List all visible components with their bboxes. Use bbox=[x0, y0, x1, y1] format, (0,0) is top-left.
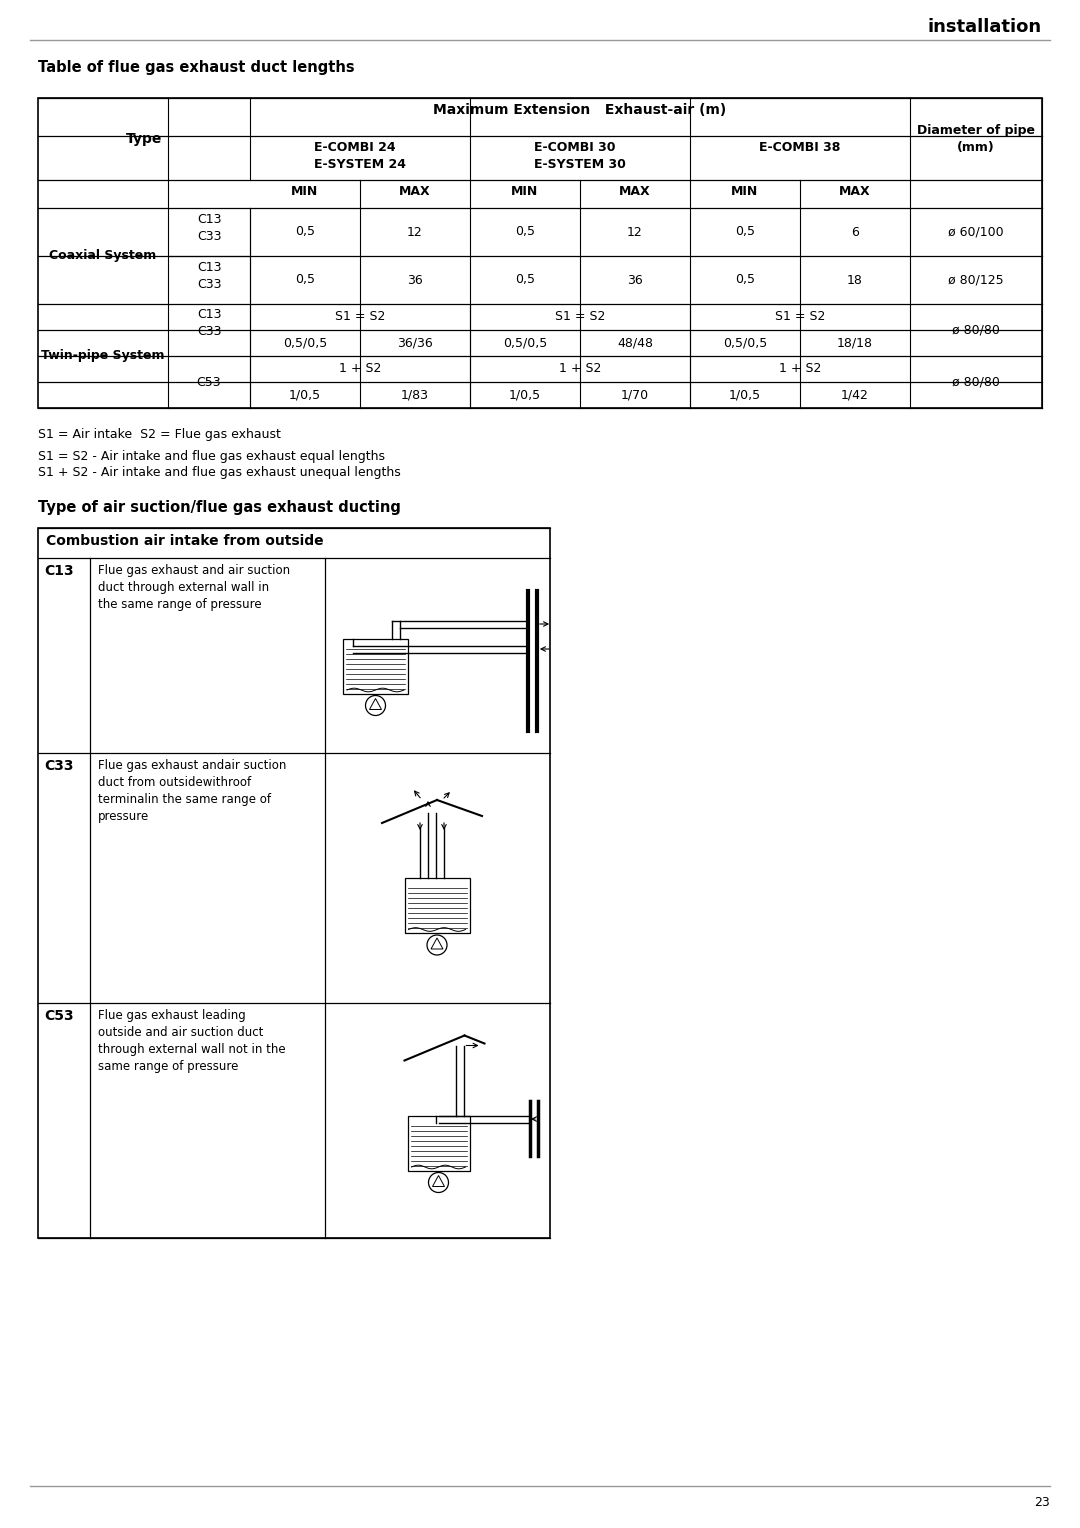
Text: C13
C33: C13 C33 bbox=[197, 309, 221, 338]
Text: 1/83: 1/83 bbox=[401, 388, 429, 402]
Bar bbox=[405, 879, 470, 934]
Text: Flue gas exhaust andair suction
duct from outsidewithroof
terminalin the same ra: Flue gas exhaust andair suction duct fro… bbox=[98, 759, 286, 824]
Text: ø 80/80: ø 80/80 bbox=[953, 324, 1000, 336]
Text: S1 = S2: S1 = S2 bbox=[774, 310, 825, 324]
Text: C53: C53 bbox=[44, 1008, 73, 1024]
Text: 0,5: 0,5 bbox=[295, 274, 315, 287]
Bar bbox=[343, 639, 408, 694]
Text: 1/0,5: 1/0,5 bbox=[509, 388, 541, 402]
Text: Coaxial System: Coaxial System bbox=[50, 249, 157, 263]
Text: 1 + S2: 1 + S2 bbox=[339, 362, 381, 376]
Text: Diameter of pipe
(mm): Diameter of pipe (mm) bbox=[917, 124, 1035, 154]
Text: Twin-pipe System: Twin-pipe System bbox=[41, 350, 165, 362]
Text: Type of air suction/flue gas exhaust ducting: Type of air suction/flue gas exhaust duc… bbox=[38, 500, 401, 515]
Text: installation: installation bbox=[928, 18, 1042, 37]
Bar bbox=[38, 529, 550, 1238]
Text: MAX: MAX bbox=[839, 185, 870, 199]
Bar bbox=[38, 98, 1042, 408]
Text: 1/42: 1/42 bbox=[841, 388, 869, 402]
Text: 1 + S2: 1 + S2 bbox=[779, 362, 821, 376]
Text: 1/70: 1/70 bbox=[621, 388, 649, 402]
Text: MAX: MAX bbox=[400, 185, 431, 199]
Bar bbox=[407, 1115, 470, 1170]
Text: ø 60/100: ø 60/100 bbox=[948, 226, 1003, 238]
Text: 36/36: 36/36 bbox=[397, 336, 433, 350]
Text: S1 = S2 - Air intake and flue gas exhaust equal lengths: S1 = S2 - Air intake and flue gas exhaus… bbox=[38, 451, 384, 463]
Text: Type: Type bbox=[125, 131, 162, 147]
Text: C13: C13 bbox=[44, 564, 73, 578]
Text: 36: 36 bbox=[627, 274, 643, 287]
Text: 18/18: 18/18 bbox=[837, 336, 873, 350]
Text: Flue gas exhaust leading
outside and air suction duct
through external wall not : Flue gas exhaust leading outside and air… bbox=[98, 1008, 285, 1073]
Text: S1 = S2: S1 = S2 bbox=[335, 310, 386, 324]
Text: C13
C33: C13 C33 bbox=[197, 261, 221, 290]
Text: Maximum Extension   Exhaust-air (m): Maximum Extension Exhaust-air (m) bbox=[433, 102, 727, 118]
Text: 6: 6 bbox=[851, 226, 859, 238]
Text: 12: 12 bbox=[407, 226, 423, 238]
Text: S1 + S2 - Air intake and flue gas exhaust unequal lengths: S1 + S2 - Air intake and flue gas exhaus… bbox=[38, 466, 401, 478]
Text: 1/0,5: 1/0,5 bbox=[289, 388, 321, 402]
Text: 1/0,5: 1/0,5 bbox=[729, 388, 761, 402]
Text: MIN: MIN bbox=[511, 185, 539, 199]
Text: Flue gas exhaust and air suction
duct through external wall in
the same range of: Flue gas exhaust and air suction duct th… bbox=[98, 564, 291, 611]
Text: 0,5: 0,5 bbox=[735, 226, 755, 238]
Text: 0,5: 0,5 bbox=[515, 274, 535, 287]
Text: E-COMBI 38: E-COMBI 38 bbox=[759, 141, 840, 154]
Text: 0,5: 0,5 bbox=[735, 274, 755, 287]
Text: ø 80/80: ø 80/80 bbox=[953, 376, 1000, 388]
Text: 0,5/0,5: 0,5/0,5 bbox=[283, 336, 327, 350]
Text: C13
C33: C13 C33 bbox=[197, 212, 221, 243]
Text: 12: 12 bbox=[627, 226, 643, 238]
Text: 36: 36 bbox=[407, 274, 423, 287]
Text: C53: C53 bbox=[197, 376, 221, 388]
Text: MIN: MIN bbox=[292, 185, 319, 199]
Text: MAX: MAX bbox=[619, 185, 651, 199]
Text: 0,5: 0,5 bbox=[295, 226, 315, 238]
Text: E-COMBI 24
E-SYSTEM 24: E-COMBI 24 E-SYSTEM 24 bbox=[314, 141, 406, 171]
Text: ø 80/125: ø 80/125 bbox=[948, 274, 1003, 287]
Text: 18: 18 bbox=[847, 274, 863, 287]
Text: 23: 23 bbox=[1035, 1496, 1050, 1510]
Text: Combustion air intake from outside: Combustion air intake from outside bbox=[46, 533, 324, 549]
Text: 0,5/0,5: 0,5/0,5 bbox=[503, 336, 548, 350]
Text: S1 = S2: S1 = S2 bbox=[555, 310, 605, 324]
Text: S1 = Air intake  S2 = Flue gas exhaust: S1 = Air intake S2 = Flue gas exhaust bbox=[38, 428, 281, 442]
Text: 0,5: 0,5 bbox=[515, 226, 535, 238]
Text: Table of flue gas exhaust duct lengths: Table of flue gas exhaust duct lengths bbox=[38, 60, 354, 75]
Text: E-COMBI 30
E-SYSTEM 30: E-COMBI 30 E-SYSTEM 30 bbox=[535, 141, 626, 171]
Text: 1 + S2: 1 + S2 bbox=[558, 362, 602, 376]
Text: C33: C33 bbox=[44, 759, 73, 773]
Text: 0,5/0,5: 0,5/0,5 bbox=[723, 336, 767, 350]
Text: MIN: MIN bbox=[731, 185, 758, 199]
Text: 48/48: 48/48 bbox=[617, 336, 653, 350]
